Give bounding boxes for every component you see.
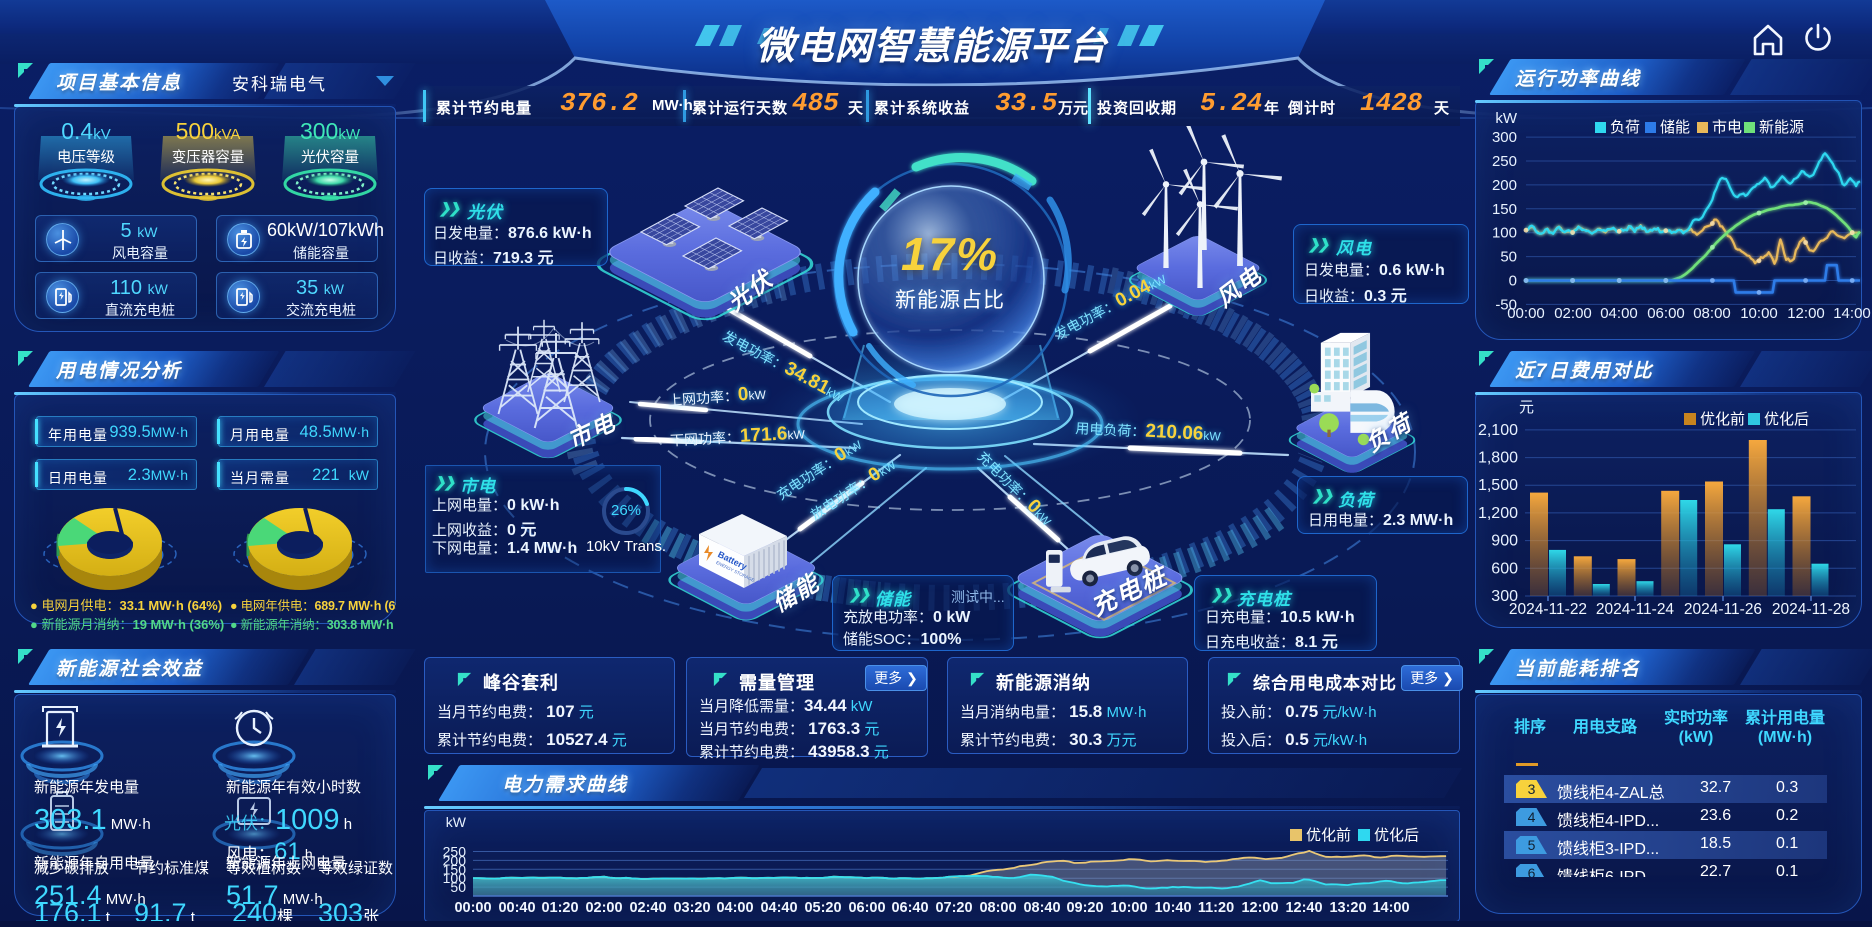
svg-text:2,100: 2,100 bbox=[1478, 422, 1518, 439]
svg-text:10:40: 10:40 bbox=[1154, 900, 1191, 916]
svg-text:100: 100 bbox=[443, 870, 467, 886]
svg-text:14:00: 14:00 bbox=[1372, 900, 1409, 916]
svg-text:10:00: 10:00 bbox=[1740, 305, 1778, 322]
svg-text:市电: 市电 bbox=[1712, 119, 1742, 136]
svg-text:03:20: 03:20 bbox=[673, 900, 710, 916]
svg-text:1,200: 1,200 bbox=[1478, 505, 1518, 522]
svg-text:08:40: 08:40 bbox=[1023, 900, 1060, 916]
svg-text:优化后: 优化后 bbox=[1764, 411, 1809, 428]
svg-text:kW: kW bbox=[1495, 110, 1518, 127]
svg-text:50: 50 bbox=[1500, 249, 1517, 266]
svg-text:2024-11-26: 2024-11-26 bbox=[1684, 601, 1762, 618]
svg-text:0: 0 bbox=[1509, 273, 1517, 290]
svg-text:08:00: 08:00 bbox=[979, 900, 1016, 916]
svg-text:1,800: 1,800 bbox=[1478, 450, 1518, 467]
svg-text:04:00: 04:00 bbox=[1600, 305, 1638, 322]
svg-text:2024-11-28: 2024-11-28 bbox=[1772, 601, 1850, 618]
svg-text:2024-11-22: 2024-11-22 bbox=[1509, 601, 1587, 618]
svg-text:11:20: 11:20 bbox=[1198, 900, 1234, 916]
svg-text:50: 50 bbox=[450, 879, 466, 895]
svg-text:04:00: 04:00 bbox=[716, 900, 753, 916]
svg-text:14:00: 14:00 bbox=[1833, 305, 1871, 322]
svg-text:100: 100 bbox=[1492, 225, 1517, 242]
svg-text:06:40: 06:40 bbox=[891, 900, 928, 916]
svg-text:300: 300 bbox=[1492, 129, 1517, 146]
svg-text:250: 250 bbox=[1492, 153, 1517, 170]
svg-text:02:00: 02:00 bbox=[1554, 305, 1592, 322]
svg-text:kW: kW bbox=[446, 814, 467, 830]
svg-text:250: 250 bbox=[443, 844, 467, 860]
svg-text:06:00: 06:00 bbox=[848, 900, 885, 916]
svg-text:优化前: 优化前 bbox=[1700, 411, 1745, 428]
svg-text:00:40: 00:40 bbox=[498, 900, 535, 916]
svg-text:08:00: 08:00 bbox=[1693, 305, 1731, 322]
svg-text:12:00: 12:00 bbox=[1241, 900, 1278, 916]
svg-text:05:20: 05:20 bbox=[804, 900, 841, 916]
svg-text:新能源: 新能源 bbox=[1759, 119, 1804, 136]
svg-text:00:00: 00:00 bbox=[454, 900, 491, 916]
svg-text:06:00: 06:00 bbox=[1647, 305, 1685, 322]
svg-text:02:40: 02:40 bbox=[629, 900, 666, 916]
svg-text:200: 200 bbox=[443, 852, 467, 868]
svg-text:09:20: 09:20 bbox=[1066, 900, 1103, 916]
svg-text:10:00: 10:00 bbox=[1110, 900, 1147, 916]
svg-text:2024-11-24: 2024-11-24 bbox=[1596, 601, 1675, 618]
svg-text:负荷: 负荷 bbox=[1610, 119, 1640, 136]
svg-text:12:00: 12:00 bbox=[1787, 305, 1825, 322]
svg-text:02:00: 02:00 bbox=[585, 900, 622, 916]
svg-text:150: 150 bbox=[1492, 201, 1517, 218]
svg-text:00:00: 00:00 bbox=[1507, 305, 1545, 322]
svg-text:01:20: 01:20 bbox=[541, 900, 578, 916]
svg-text:13:20: 13:20 bbox=[1329, 900, 1366, 916]
svg-text:150: 150 bbox=[443, 861, 467, 877]
svg-text:储能: 储能 bbox=[1660, 119, 1690, 136]
svg-text:元: 元 bbox=[1519, 399, 1534, 416]
svg-text:04:40: 04:40 bbox=[760, 900, 797, 916]
svg-text:1,500: 1,500 bbox=[1478, 477, 1518, 494]
svg-text:优化前: 优化前 bbox=[1306, 827, 1351, 844]
svg-text:12:40: 12:40 bbox=[1285, 900, 1322, 916]
svg-text:优化后: 优化后 bbox=[1374, 827, 1419, 844]
svg-text:600: 600 bbox=[1491, 560, 1518, 577]
svg-text:200: 200 bbox=[1492, 177, 1517, 194]
svg-text:900: 900 bbox=[1491, 533, 1518, 550]
svg-text:300: 300 bbox=[1491, 588, 1518, 605]
svg-text:07:20: 07:20 bbox=[935, 900, 972, 916]
svg-text:-50: -50 bbox=[1495, 296, 1517, 313]
